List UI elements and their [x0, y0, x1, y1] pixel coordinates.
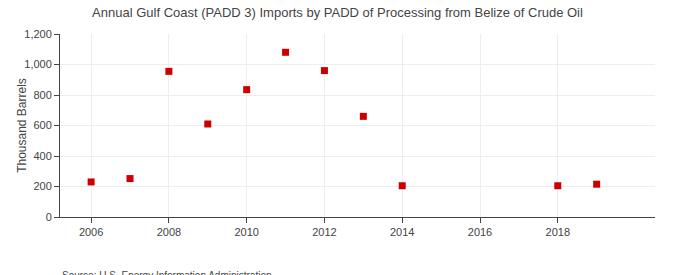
svg-text:1,200: 1,200 [24, 28, 52, 40]
svg-text:2018: 2018 [546, 226, 570, 238]
svg-text:Thousand Barrels: Thousand Barrels [15, 78, 29, 173]
svg-text:2006: 2006 [79, 226, 103, 238]
svg-text:1,000: 1,000 [24, 58, 52, 70]
svg-text:2014: 2014 [390, 226, 414, 238]
svg-text:400: 400 [33, 150, 51, 162]
svg-text:200: 200 [33, 180, 51, 192]
svg-text:600: 600 [33, 119, 51, 131]
svg-text:0: 0 [46, 211, 52, 223]
svg-text:2016: 2016 [468, 226, 492, 238]
svg-text:2010: 2010 [234, 226, 258, 238]
svg-text:Annual Gulf Coast (PADD 3) Imp: Annual Gulf Coast (PADD 3) Imports by PA… [92, 5, 583, 20]
svg-text:2008: 2008 [157, 226, 181, 238]
svg-text:Source: U.S. Energy Informatio: Source: U.S. Energy Information Administ… [62, 270, 272, 275]
svg-text:800: 800 [33, 89, 51, 101]
svg-text:2012: 2012 [312, 226, 336, 238]
